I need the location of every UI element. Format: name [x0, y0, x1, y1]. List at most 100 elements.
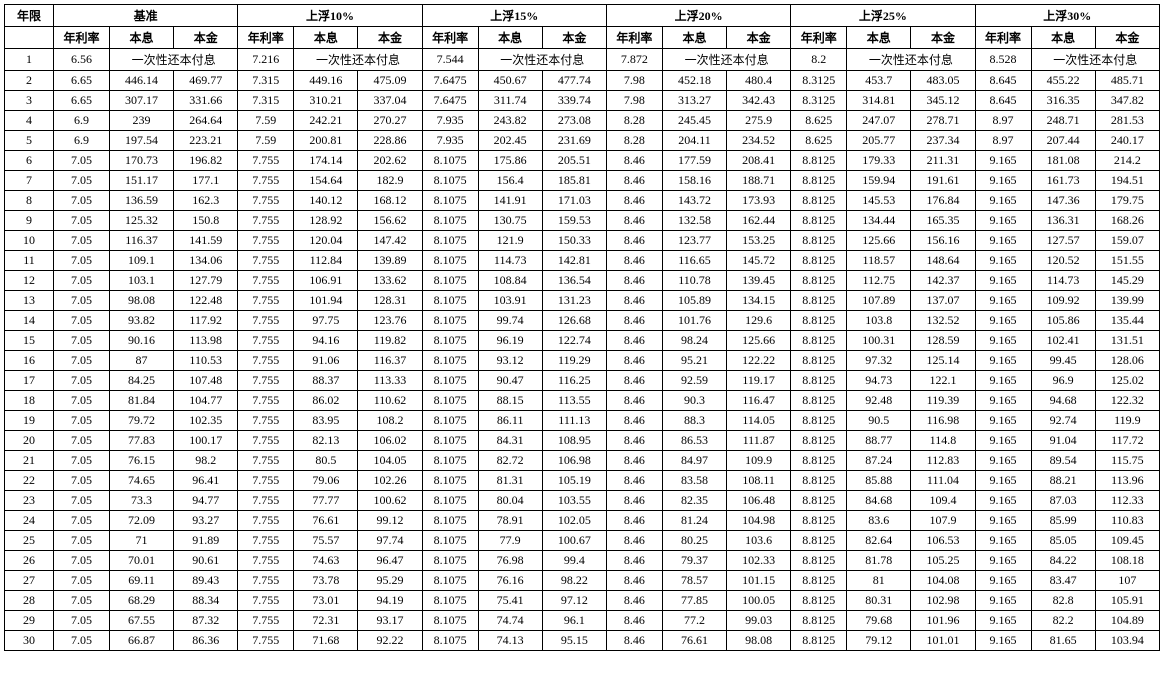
- benxi-cell: 81.78: [847, 551, 911, 571]
- benxi-header: 本息: [662, 27, 726, 49]
- table-row: 127.05103.1127.797.755106.91133.628.1075…: [5, 271, 1160, 291]
- rate-cell: 7.755: [238, 411, 294, 431]
- rate-cell: 7.755: [238, 591, 294, 611]
- rate-cell: 8.46: [606, 431, 662, 451]
- benxi-cell: 88.37: [294, 371, 358, 391]
- benjin-cell: 275.9: [727, 111, 791, 131]
- benxi-cell: 107.89: [847, 291, 911, 311]
- benjin-header: 本金: [911, 27, 975, 49]
- benjin-cell: 91.89: [174, 531, 238, 551]
- rate-cell: 8.8125: [791, 491, 847, 511]
- year-cell: 7: [5, 171, 54, 191]
- benjin-cell: 136.54: [542, 271, 606, 291]
- group-header: 上浮25%: [791, 5, 975, 27]
- rate-cell: 9.165: [975, 531, 1031, 551]
- table-row: 97.05125.32150.87.755128.92156.628.10751…: [5, 211, 1160, 231]
- rate-cell: 8.8125: [791, 451, 847, 471]
- benjin-cell: 93.17: [358, 611, 422, 631]
- rate-cell: 8.1075: [422, 171, 478, 191]
- rate-cell: 7.98: [606, 71, 662, 91]
- rate-cell: 8.2: [791, 49, 847, 71]
- year-cell: 18: [5, 391, 54, 411]
- rate-cell: 8.8125: [791, 151, 847, 171]
- rate-header: 年利率: [975, 27, 1031, 49]
- benjin-cell: 107.48: [174, 371, 238, 391]
- benxi-cell: 96.19: [478, 331, 542, 351]
- benxi-cell: 247.07: [847, 111, 911, 131]
- benxi-cell: 147.36: [1031, 191, 1095, 211]
- year-cell: 5: [5, 131, 54, 151]
- table-row: 297.0567.5587.327.75572.3193.178.107574.…: [5, 611, 1160, 631]
- rate-cell: 9.165: [975, 451, 1031, 471]
- benjin-cell: 162.3: [174, 191, 238, 211]
- rate-cell: 7.755: [238, 311, 294, 331]
- benxi-cell: 83.95: [294, 411, 358, 431]
- benjin-header: 本金: [542, 27, 606, 49]
- benjin-cell: 159.07: [1095, 231, 1159, 251]
- year-cell: 30: [5, 631, 54, 651]
- benxi-cell: 109.1: [109, 251, 173, 271]
- rate-cell: 9.165: [975, 371, 1031, 391]
- rate-cell: 9.165: [975, 571, 1031, 591]
- benxi-cell: 175.86: [478, 151, 542, 171]
- rate-cell: 8.1075: [422, 351, 478, 371]
- benjin-cell: 237.34: [911, 131, 975, 151]
- rate-cell: 7.05: [53, 611, 109, 631]
- benxi-cell: 79.72: [109, 411, 173, 431]
- benjin-cell: 98.22: [542, 571, 606, 591]
- benjin-cell: 128.31: [358, 291, 422, 311]
- benxi-cell: 159.94: [847, 171, 911, 191]
- rate-cell: 8.528: [975, 49, 1031, 71]
- benjin-cell: 177.1: [174, 171, 238, 191]
- benjin-cell: 104.77: [174, 391, 238, 411]
- benjin-cell: 86.36: [174, 631, 238, 651]
- benxi-cell: 74.74: [478, 611, 542, 631]
- benxi-cell: 95.21: [662, 351, 726, 371]
- year-cell: 4: [5, 111, 54, 131]
- rate-cell: 8.1075: [422, 631, 478, 651]
- year-cell: 25: [5, 531, 54, 551]
- benjin-cell: 132.52: [911, 311, 975, 331]
- benjin-header: 本金: [1095, 27, 1159, 49]
- benxi-cell: 67.55: [109, 611, 173, 631]
- rate-cell: 8.1075: [422, 331, 478, 351]
- rate-cell: 7.05: [53, 211, 109, 231]
- benjin-cell: 102.33: [727, 551, 791, 571]
- benxi-cell: 154.64: [294, 171, 358, 191]
- benxi-header: 本息: [294, 27, 358, 49]
- benjin-cell: 231.69: [542, 131, 606, 151]
- benjin-cell: 112.83: [911, 451, 975, 471]
- benxi-cell: 74.65: [109, 471, 173, 491]
- table-row: 207.0577.83100.177.75582.13106.028.10758…: [5, 431, 1160, 451]
- benxi-cell: 76.98: [478, 551, 542, 571]
- benjin-cell: 104.89: [1095, 611, 1159, 631]
- benjin-cell: 112.33: [1095, 491, 1159, 511]
- benjin-cell: 95.29: [358, 571, 422, 591]
- benjin-cell: 171.03: [542, 191, 606, 211]
- benjin-cell: 108.95: [542, 431, 606, 451]
- benjin-cell: 99.03: [727, 611, 791, 631]
- benjin-cell: 119.17: [727, 371, 791, 391]
- benxi-cell: 80.04: [478, 491, 542, 511]
- rate-cell: 7.216: [238, 49, 294, 71]
- rate-cell: 8.8125: [791, 171, 847, 191]
- rate-cell: 8.28: [606, 131, 662, 151]
- benxi-cell: 79.12: [847, 631, 911, 651]
- benxi-cell: 177.59: [662, 151, 726, 171]
- benxi-cell: 97.32: [847, 351, 911, 371]
- benxi-cell: 125.32: [109, 211, 173, 231]
- benxi-cell: 80.5: [294, 451, 358, 471]
- benjin-cell: 119.9: [1095, 411, 1159, 431]
- benjin-cell: 109.4: [911, 491, 975, 511]
- benjin-cell: 477.74: [542, 71, 606, 91]
- rate-cell: 7.98: [606, 91, 662, 111]
- benjin-cell: 475.09: [358, 71, 422, 91]
- benxi-cell: 114.73: [1031, 271, 1095, 291]
- benjin-cell: 179.75: [1095, 191, 1159, 211]
- lump-sum-cell: 一次性还本付息: [1031, 49, 1159, 71]
- benxi-cell: 179.33: [847, 151, 911, 171]
- benxi-cell: 200.81: [294, 131, 358, 151]
- benjin-cell: 106.53: [911, 531, 975, 551]
- rate-cell: 7.755: [238, 371, 294, 391]
- benxi-cell: 77.77: [294, 491, 358, 511]
